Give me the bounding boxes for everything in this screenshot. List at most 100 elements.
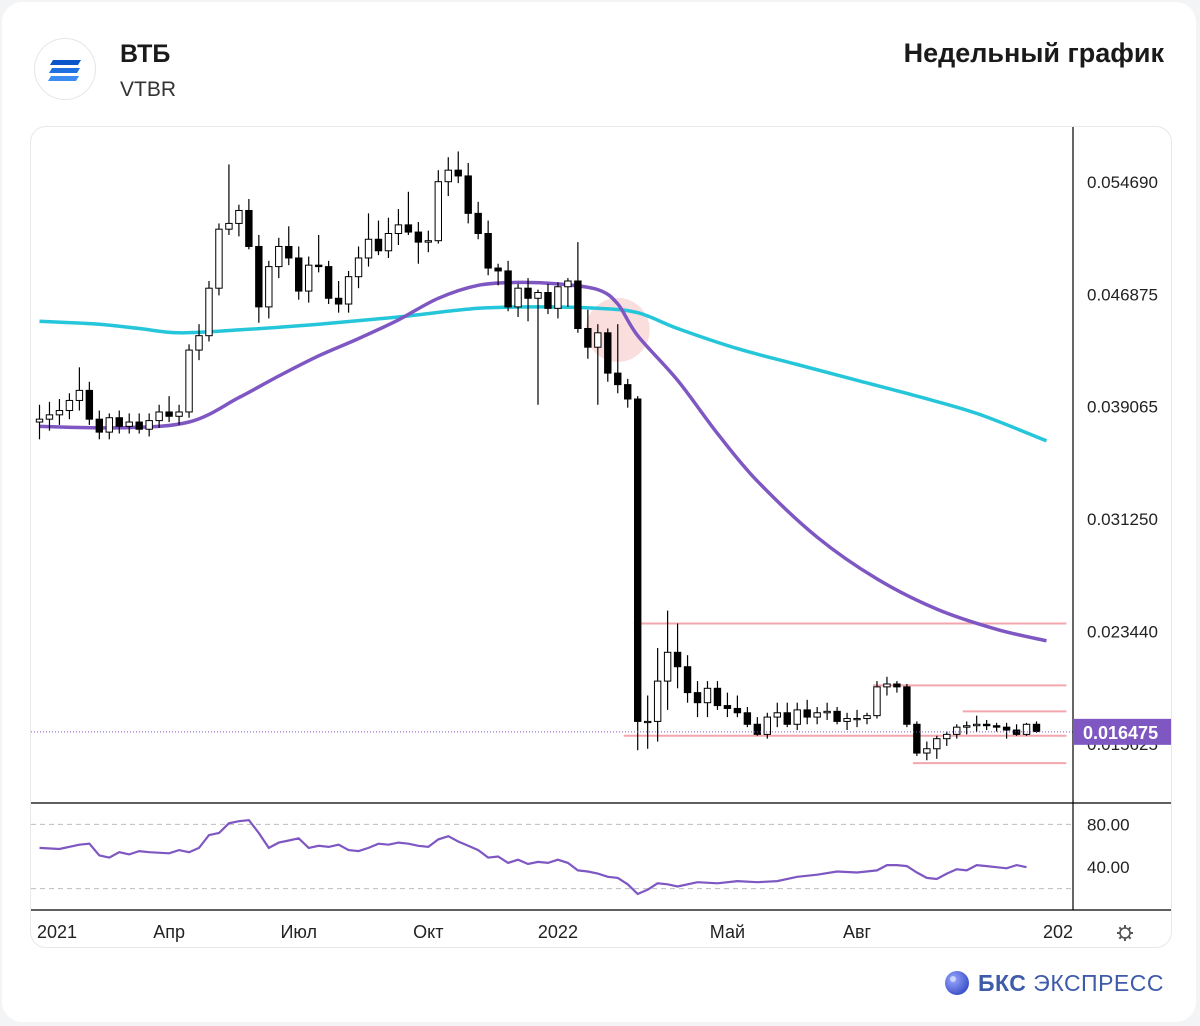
candle [813,707,821,725]
ticker-code: VTBR [120,78,177,101]
rsi-tick-label: 40.00 [1087,858,1130,877]
candle-body [165,411,173,417]
candle-body [454,169,462,177]
candle-body [783,712,791,725]
candle [514,283,522,317]
rsi-line [39,818,1027,896]
candle [972,715,981,732]
candle [953,724,961,739]
candle-body [205,287,213,337]
candle-body [544,292,552,309]
candle-body [693,692,702,704]
candle [195,324,203,361]
candle-body [534,292,542,299]
x-tick-label: Апр [153,922,185,942]
brand-name-rest: ЭКСПРЕСС [1033,969,1164,996]
candle-body [723,705,732,709]
candle-body [275,245,283,268]
price-chart[interactable]: 0.054690 0.046875 0.039065 0.031250 0.023440… [31,127,1171,947]
candle [304,256,313,303]
candle [624,378,632,408]
candle-body [813,712,821,718]
candle-body [574,280,582,329]
candle-body [604,332,612,374]
candle [344,270,353,313]
candle [893,681,901,693]
candle [285,226,293,266]
candle-body [863,715,871,720]
candle-body [404,224,413,233]
candle-body [663,651,672,682]
candle-body [384,233,393,252]
candle [155,404,163,428]
candle [1022,722,1031,736]
candle-body [354,257,363,278]
candle [554,282,562,319]
candle-body [125,421,133,427]
candle [65,393,74,420]
candle [544,283,552,315]
candle [743,707,752,728]
chart-panel[interactable]: 0.054690 0.046875 0.039065 0.031250 0.023440… [30,126,1172,948]
candle-body [85,389,94,420]
candle [504,260,512,312]
gear-icon-tooth [1127,935,1132,940]
candle [374,220,383,256]
candle [723,692,732,718]
candle [933,735,941,759]
candle-body [883,683,891,688]
candle [963,721,971,735]
candle-body [703,687,712,704]
candle [414,221,423,264]
candle-body [115,417,123,427]
candle-body [434,181,443,242]
candle-body [823,710,831,714]
candle [873,681,881,719]
vtb-logo [34,38,96,100]
candle-body [933,738,941,750]
candle [324,260,333,305]
candle [663,610,672,710]
candle [145,413,153,437]
candle-body [873,686,881,717]
candle [903,683,911,728]
candle [783,702,791,728]
candle-body [245,209,253,247]
candle-body [105,417,113,433]
candle [713,681,722,710]
candle [524,278,532,322]
candle-body [464,175,472,214]
candle-body [334,297,343,305]
x-tick-label: 2021 [37,922,77,942]
x-tick-label: Авг [843,922,872,942]
candle-body [683,666,692,694]
candle [733,695,742,718]
candle [434,170,443,244]
candle-body [45,414,54,420]
candle [265,260,273,319]
candle-body [175,411,183,417]
candle-body [185,349,193,413]
candle-body [634,398,642,722]
gear-icon[interactable] [1117,925,1133,941]
candle [833,707,841,725]
candle [464,162,472,224]
candle [314,234,323,273]
candle [853,709,861,728]
candle [843,712,851,731]
y-tick-label: 0.046875 [1087,285,1158,304]
candle [763,712,772,739]
candle-body [733,707,742,714]
candle-body [524,287,532,299]
candle [245,198,253,250]
candle [913,721,921,756]
candle [85,381,94,425]
gear-icon-ring [1119,927,1131,939]
candle-body [95,418,104,433]
candle [823,702,831,720]
candle [594,324,602,405]
candle [185,344,193,418]
candle-body [743,712,752,725]
candle [55,399,64,425]
